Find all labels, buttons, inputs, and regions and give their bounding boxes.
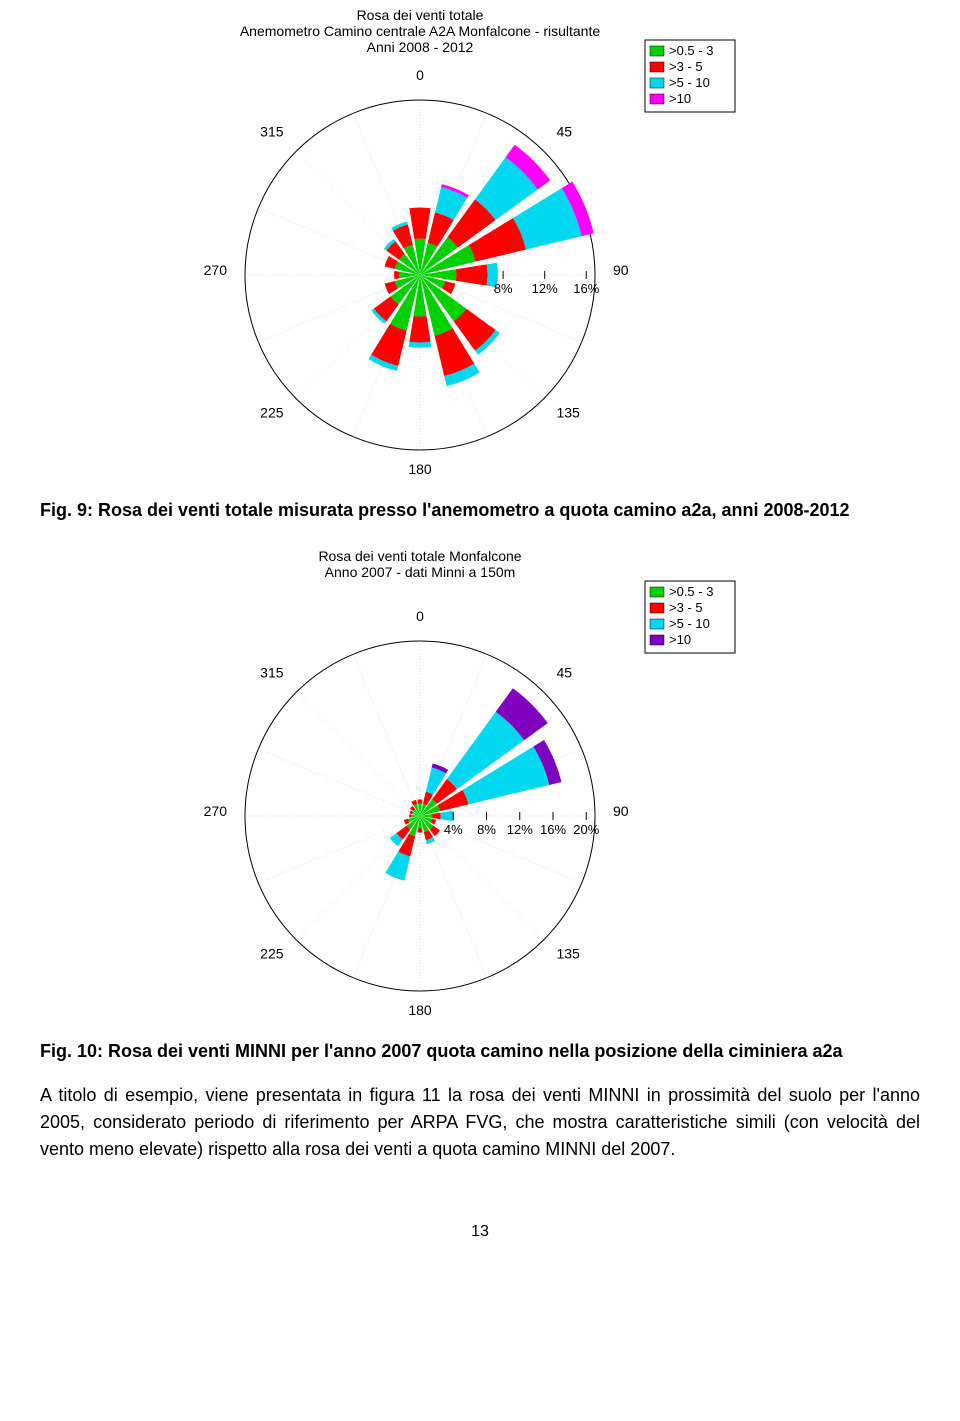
legend-swatch: [650, 619, 664, 629]
compass-label: 0: [416, 67, 424, 83]
ring-label: 16%: [540, 822, 566, 837]
wind-rose-petal: [417, 799, 422, 803]
legend-swatch: [650, 635, 664, 645]
compass-label: 270: [204, 803, 228, 819]
ring-label: 12%: [507, 822, 533, 837]
ring-label: 20%: [573, 822, 599, 837]
compass-label: 90: [613, 803, 629, 819]
ring-label: 12%: [532, 281, 558, 296]
ring-label: 4%: [444, 822, 463, 837]
legend-swatch: [650, 603, 664, 613]
compass-label: 45: [556, 665, 572, 681]
wind-rose-petal: [394, 271, 399, 279]
compass-label: 270: [204, 262, 228, 278]
legend-label: >5 - 10: [669, 75, 710, 90]
wind-rose-chart-2: Rosa dei venti totale MonfalconeAnno 200…: [40, 541, 920, 1031]
wind-rose-petal: [417, 828, 422, 832]
legend-label: >0.5 - 3: [669, 43, 713, 58]
compass-label: 135: [556, 945, 580, 961]
compass-label: 180: [408, 461, 432, 477]
body-paragraph: A titolo di esempio, viene presentata in…: [40, 1082, 920, 1163]
compass-label: 225: [260, 404, 284, 420]
compass-label: 315: [260, 124, 284, 140]
legend-swatch: [650, 62, 664, 72]
chart-title-line: Rosa dei venti totale: [357, 7, 484, 23]
chart-title-line: Anno 2007 - dati Minni a 150m: [325, 564, 516, 580]
legend-swatch: [650, 78, 664, 88]
compass-label: 45: [556, 124, 572, 140]
legend-swatch: [650, 587, 664, 597]
legend-swatch: [650, 94, 664, 104]
ring-label: 8%: [494, 281, 513, 296]
ring-label: 16%: [573, 281, 599, 296]
figure-10-caption: Fig. 10: Rosa dei venti MINNI per l'anno…: [40, 1041, 920, 1062]
compass-label: 135: [556, 404, 580, 420]
page-number: 13: [40, 1223, 920, 1241]
legend-label: >10: [669, 91, 691, 106]
figure-9-caption: Fig. 9: Rosa dei venti totale misurata p…: [40, 500, 920, 521]
legend-label: >0.5 - 3: [669, 584, 713, 599]
compass-label: 180: [408, 1002, 432, 1018]
compass-label: 90: [613, 262, 629, 278]
wind-rose-chart-1: Rosa dei venti totaleAnemometro Camino c…: [40, 0, 920, 490]
chart-title-line: Anemometro Camino centrale A2A Monfalcon…: [240, 23, 601, 39]
compass-label: 225: [260, 945, 284, 961]
wind-rose-petal: [409, 342, 432, 348]
compass-label: 0: [416, 608, 424, 624]
chart-title-line: Rosa dei venti totale Monfalcone: [318, 548, 521, 564]
legend-label: >3 - 5: [669, 600, 703, 615]
chart-title-line: Anni 2008 - 2012: [367, 39, 474, 55]
ring-label: 8%: [477, 822, 496, 837]
legend-label: >3 - 5: [669, 59, 703, 74]
compass-label: 315: [260, 665, 284, 681]
wind-rose-petal: [409, 814, 412, 817]
legend-label: >10: [669, 632, 691, 647]
legend-swatch: [650, 46, 664, 56]
legend-label: >5 - 10: [669, 616, 710, 631]
